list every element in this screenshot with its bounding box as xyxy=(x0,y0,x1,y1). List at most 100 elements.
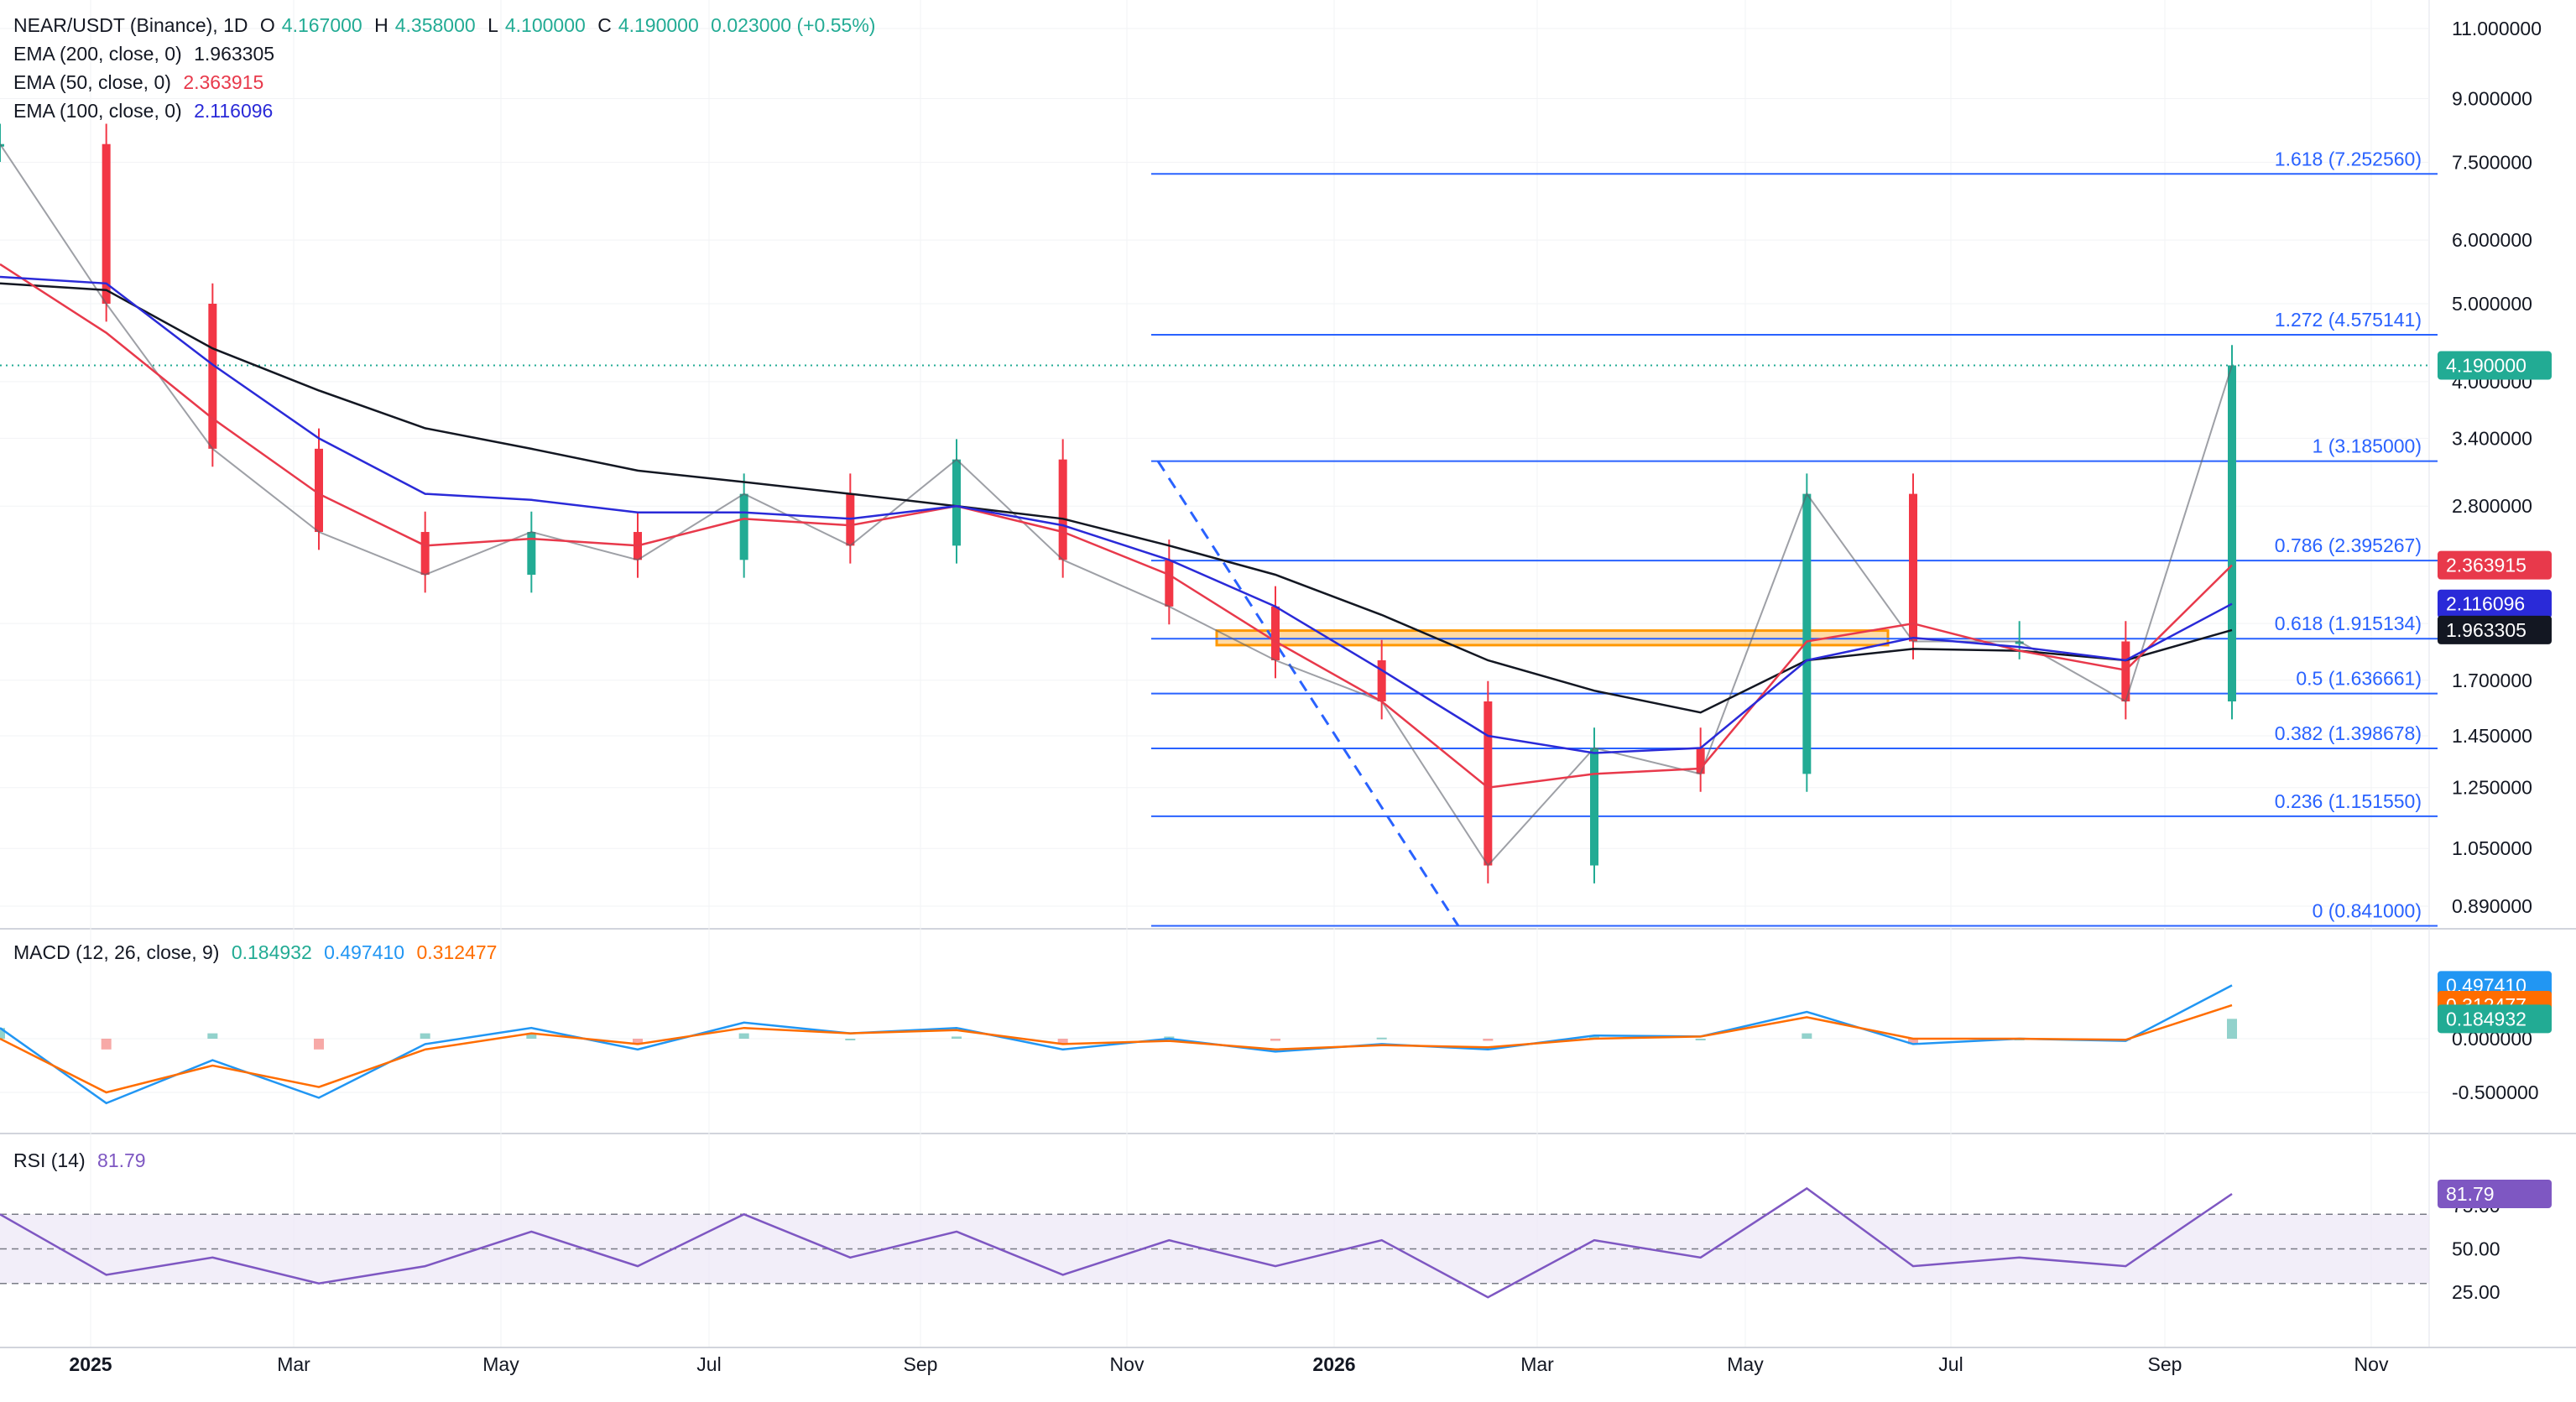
macd-histogram-bar xyxy=(1908,1039,1918,1045)
price-scale-tag xyxy=(2438,550,2552,580)
rsi-tick-label: 25.00 xyxy=(2452,1281,2500,1303)
macd-histogram-bar xyxy=(1057,1039,1068,1045)
rsi-scale-tag-text: 81.79 xyxy=(2446,1183,2495,1205)
ema200-legend: EMA (200, close, 0) 1.963305 xyxy=(13,39,281,68)
ema200-line xyxy=(0,282,2233,714)
fib-trend-line xyxy=(1156,460,1460,927)
macd-tick-label: -0.500000 xyxy=(2452,1081,2539,1103)
price-candle xyxy=(1696,748,1705,774)
fib-level-label: 0.786 (2.395267) xyxy=(2275,534,2422,556)
macd-scale-tag xyxy=(2438,1004,2552,1034)
macd-signal-line xyxy=(0,1003,2233,1094)
ohlc-high-label: H xyxy=(374,14,388,36)
time-tick-label: Sep xyxy=(904,1353,938,1375)
ema200-value: 1.963305 xyxy=(194,43,275,65)
price-candle xyxy=(420,532,430,576)
ohlc-low: L 4.100000 xyxy=(488,14,586,36)
time-tick-label: 2026 xyxy=(1312,1353,1355,1375)
price-candle xyxy=(739,493,748,560)
time-tick-label: Sep xyxy=(2148,1353,2182,1375)
macd-label: MACD (12, 26, close, 9) xyxy=(13,941,220,963)
price-scale-tag-text: 4.190000 xyxy=(2446,355,2526,377)
macd-histogram-bar xyxy=(633,1039,643,1045)
macd-histogram-bar xyxy=(420,1033,430,1039)
price-candle xyxy=(315,448,323,533)
macd-histogram-bar xyxy=(101,1039,112,1050)
fib-level-label: 1 (3.185000) xyxy=(2313,435,2422,457)
fib-level-label: 0.618 (1.915134) xyxy=(2275,612,2422,634)
rsi-tick-label: 50.00 xyxy=(2452,1238,2500,1260)
rsi-line xyxy=(0,1186,2233,1299)
time-tick-label: Mar xyxy=(1520,1353,1554,1375)
fib-level-label: 0.5 (1.636661) xyxy=(2296,668,2422,690)
time-tick-label: May xyxy=(482,1353,519,1375)
ohlc-low-value: 4.100000 xyxy=(504,14,586,36)
macd-histogram-bar xyxy=(738,1033,749,1039)
price-candle xyxy=(2015,641,2024,644)
macd-histogram-bar xyxy=(1483,1039,1494,1041)
macd-histogram-bar xyxy=(1589,1035,1599,1039)
ohlc-close: C 4.190000 xyxy=(597,14,699,36)
symbol-legend: NEAR/USDT (Binance), 1D O 4.167000 H 4.358… xyxy=(13,11,882,39)
ohlc-open: O 4.167000 xyxy=(260,14,362,36)
fib-level-label: 0.236 (1.151550) xyxy=(2275,790,2422,812)
price-candle xyxy=(1909,493,1917,642)
price-candle xyxy=(1058,459,1067,560)
price-candle xyxy=(1377,660,1386,702)
price-tick-label: 1.050000 xyxy=(2452,837,2532,859)
time-tick-label: Jul xyxy=(696,1353,721,1375)
ema50-value: 2.363915 xyxy=(183,71,264,93)
price-candle xyxy=(2228,365,2236,702)
price-scale-tag xyxy=(2438,589,2552,618)
price-candle xyxy=(1590,748,1598,866)
price-candle xyxy=(102,143,111,304)
price-scale-tag-text: 1.963305 xyxy=(2446,619,2526,641)
macd-histogram-bar xyxy=(314,1039,324,1050)
price-candle xyxy=(0,143,4,147)
price-candle xyxy=(1484,701,1493,866)
price-scale-tag xyxy=(2438,351,2552,380)
macd-line-value: 0.497410 xyxy=(324,941,405,963)
macd-histogram-bar xyxy=(952,1036,962,1039)
symbol-title: NEAR/USDT (Binance), 1D xyxy=(13,14,248,36)
fib-level-label: 1.618 (7.252560) xyxy=(2275,148,2422,169)
price-tick-label: 6.000000 xyxy=(2452,229,2532,251)
price-tick-label: 9.000000 xyxy=(2452,87,2532,109)
macd-histogram-bar xyxy=(2227,1019,2237,1039)
fib-level-label: 0.382 (1.398678) xyxy=(2275,722,2422,744)
time-tick-label: May xyxy=(1727,1353,1764,1375)
macd-hist-value: 0.184932 xyxy=(231,941,312,963)
price-scale-tag xyxy=(2438,615,2552,644)
price-candle xyxy=(1165,560,1174,607)
rsi-value: 81.79 xyxy=(97,1149,146,1171)
ema100-line xyxy=(0,275,2233,754)
price-tick-label: 0.890000 xyxy=(2452,895,2532,917)
macd-scale-tag-text: 0.184932 xyxy=(2446,1008,2526,1029)
price-candle xyxy=(1802,493,1812,774)
ema100-value: 2.116096 xyxy=(194,100,274,122)
price-scale-tag-text: 2.363915 xyxy=(2446,555,2526,576)
macd-histogram-bar xyxy=(207,1033,218,1039)
ema100-label: EMA (100, close, 0) xyxy=(13,100,182,122)
macd-histogram-bar xyxy=(526,1033,537,1039)
price-close-line xyxy=(0,143,2233,868)
ema200-label: EMA (200, close, 0) xyxy=(13,43,182,65)
macd-histogram-bar xyxy=(0,1028,5,1039)
price-candle xyxy=(208,303,217,449)
price-candle xyxy=(952,459,961,546)
price-candle xyxy=(527,532,536,576)
ohlc-open-label: O xyxy=(259,14,275,36)
price-scale-tag-text: 2.116096 xyxy=(2446,593,2525,615)
price-tick-label: 2.800000 xyxy=(2452,495,2532,517)
ema50-line xyxy=(0,263,2233,790)
macd-line xyxy=(0,984,2233,1105)
rsi-scale-tag xyxy=(2438,1180,2552,1209)
fib-level-label: 1.272 (4.575141) xyxy=(2275,309,2422,331)
ohlc-high: H 4.358000 xyxy=(374,14,476,36)
price-tick-label: 11.000000 xyxy=(2452,18,2542,39)
ohlc-open-value: 4.167000 xyxy=(281,14,362,36)
fib-level-label: 0 (0.841000) xyxy=(2313,900,2422,922)
ohlc-close-label: C xyxy=(597,14,612,36)
time-tick-label: 2025 xyxy=(69,1353,112,1375)
